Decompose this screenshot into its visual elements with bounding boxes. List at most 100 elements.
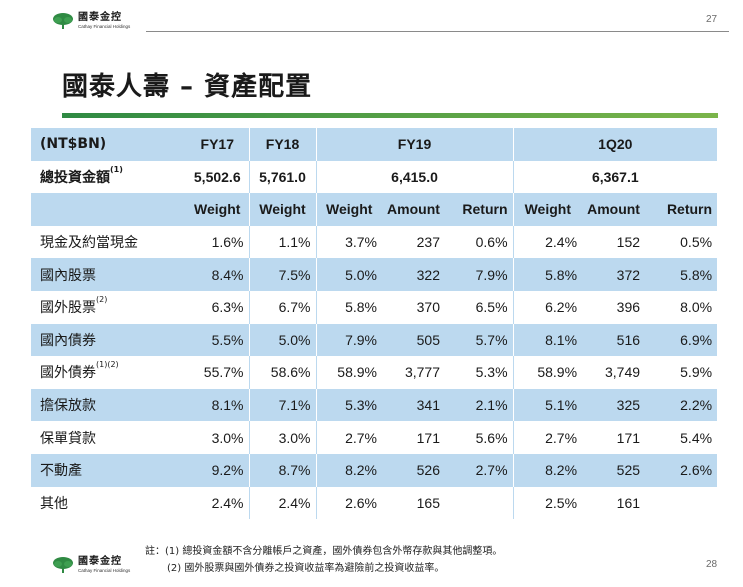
table-cell: 2.4%: [545, 234, 578, 251]
table-cell: 5.8%: [513, 258, 583, 291]
table-cell: 7.9%: [316, 323, 382, 357]
subheader-cell: Weight: [513, 193, 583, 226]
table-cell: 0.6%: [445, 225, 514, 259]
footnote-ref: (1)(2): [96, 360, 119, 370]
footnote-1: 註：(1) 總投資金額不含分離帳戶之資產，國外債券包含外幣存款與其他調整項。: [145, 546, 503, 557]
logo-english-name: Cathay Financial Holdings: [78, 567, 131, 573]
table-cell: 325: [582, 388, 646, 422]
row-label: 其他: [40, 495, 68, 512]
logo-chinese-name: 國泰金控: [78, 11, 122, 23]
subheader-row: Weight Weight Weight Amount Return Weigh…: [31, 193, 718, 226]
table-cell: 322: [382, 258, 445, 291]
table-cell: 5.4%: [680, 429, 713, 446]
period-fy17: FY17: [186, 128, 250, 161]
table-cell: 505: [382, 323, 445, 357]
table-cell: 2.5%: [545, 494, 578, 511]
title-underline-bar: [62, 113, 718, 118]
table-cell: 2.2%: [645, 388, 718, 422]
table-cell: 341: [382, 388, 445, 422]
table-cell: 171: [416, 429, 440, 446]
table-cell: 6.5%: [445, 290, 514, 324]
table-cell: 237: [416, 234, 440, 251]
table-cell: 525: [582, 453, 646, 487]
table-cell: 5.3%: [316, 388, 382, 422]
table-cell: 2.6%: [345, 494, 377, 511]
subheader-blank: [31, 193, 186, 226]
subheader-cell: Amount: [582, 193, 646, 226]
footnote-ref: (2): [96, 295, 108, 305]
total-row: 總投資金額(1) 5,502.6 5,761.0 6,415.0 6,367.1: [31, 160, 717, 194]
table-row: 國外股票(2) 6.3% 6.7% 5.8% 370 6.5% 6.2% 396 8.0%: [31, 290, 717, 324]
footnote-2: (2) 國外股票與國外債券之投資收益率為避險前之投資收益率。: [167, 563, 445, 574]
table-cell: 5.9%: [680, 364, 713, 381]
table-cell: 7.9%: [445, 258, 514, 291]
table-cell: 2.7%: [445, 453, 514, 487]
table-cell: 55.7%: [186, 356, 250, 389]
table-cell: 5.0%: [316, 258, 382, 291]
table-cell: 2.4%: [186, 486, 250, 520]
table-cell: [445, 486, 514, 520]
table-row: 不動產 9.2% 8.7% 8.2% 526 2.7% 8.2% 525 2.6%: [31, 453, 718, 487]
subheader-cell: Return: [445, 193, 514, 226]
table-cell: 58.6%: [249, 356, 317, 389]
table-cell: 9.2%: [186, 453, 250, 487]
row-label: 擔保放款: [31, 388, 186, 422]
table-cell: 7.1%: [249, 388, 317, 422]
logo-chinese-name: 國泰金控: [78, 555, 122, 567]
table-cell: 5.8%: [345, 299, 377, 316]
table-cell: 2.4%: [249, 486, 317, 520]
table-cell: 5.7%: [445, 323, 514, 357]
table-cell: 3.0%: [186, 421, 250, 454]
table-cell: 2.7%: [545, 429, 578, 446]
table-cell: 6.3%: [186, 290, 250, 324]
table-row: 國內股票 8.4% 7.5% 5.0% 322 7.9% 5.8% 372 5.8%: [31, 258, 718, 291]
table-row: 國內債券 5.5% 5.0% 7.9% 505 5.7% 8.1% 516 6.9%: [31, 323, 718, 357]
table-row: 現金及約當現金 1.6% 1.1% 3.7% 237 0.6% 2.4% 152 0.5%: [31, 225, 717, 259]
table-cell: 58.9%: [537, 364, 578, 381]
subheader-cell: Weight: [186, 193, 250, 226]
row-label: 國內債券: [31, 323, 186, 357]
page-number-top: 27: [706, 14, 718, 25]
table-cell: 3.0%: [249, 421, 317, 454]
footnote-prefix: 註：: [145, 546, 165, 557]
table-cell: 161: [616, 494, 641, 511]
table-cell: 1.1%: [249, 225, 317, 259]
period-1q20: 1Q20: [513, 128, 718, 161]
table-cell: 1.6%: [186, 225, 250, 259]
row-label: 國內股票: [31, 258, 186, 291]
table-row: 擔保放款 8.1% 7.1% 5.3% 341 2.1% 5.1% 325 2.2%: [31, 388, 718, 422]
table-cell: 8.4%: [186, 258, 250, 291]
table-cell: 6.9%: [645, 323, 718, 357]
row-label: 國外股票(2): [40, 295, 108, 317]
subheader-cell: Return: [645, 193, 718, 226]
subheader-cell: Weight: [316, 193, 382, 226]
cathay-logo-bottom: 國泰金控 Cathay Financial Holdings: [52, 556, 130, 574]
table-cell: 5.1%: [513, 388, 583, 422]
period-fy18: FY18: [249, 128, 317, 161]
table-cell: 372: [582, 258, 646, 291]
cathay-tree-icon: [53, 13, 73, 29]
total-label: 總投資金額(1): [40, 164, 123, 186]
unit-label: (NT$BN): [31, 128, 186, 161]
cathay-tree-icon: [53, 557, 73, 573]
total-fy18: 5,761.0: [249, 160, 317, 194]
period-header-row: (NT$BN) FY17 FY18 FY19 1Q20: [31, 128, 718, 161]
table-cell: 5.0%: [249, 323, 317, 357]
table-cell: 8.2%: [513, 453, 583, 487]
table-cell: 5.3%: [445, 356, 514, 389]
table-row: 保單貸款 3.0% 3.0% 2.7% 171 5.6% 2.7% 171 5.4%: [31, 421, 717, 454]
period-fy19: FY19: [316, 128, 514, 161]
table-cell: 516: [582, 323, 646, 357]
total-footnote-ref: (1): [110, 164, 123, 174]
header-rule: [146, 31, 729, 32]
table-cell: [645, 487, 717, 520]
table-cell: 8.0%: [680, 299, 713, 316]
table-cell: 2.7%: [345, 429, 377, 446]
asset-allocation-table: (NT$BN) FY17 FY18 FY19 1Q20 總投資金額(1) 5,5…: [31, 128, 718, 520]
page-number-bottom: 28: [706, 559, 718, 570]
table-cell: 0.5%: [680, 234, 713, 251]
table-cell: 396: [616, 299, 641, 316]
table-cell: 5.8%: [645, 258, 718, 291]
subheader-cell: Amount: [382, 193, 445, 226]
table-row: 國外債券(1)(2) 55.7% 58.6% 58.9% 3,777 5.3% 58.9% 3…: [31, 356, 717, 389]
